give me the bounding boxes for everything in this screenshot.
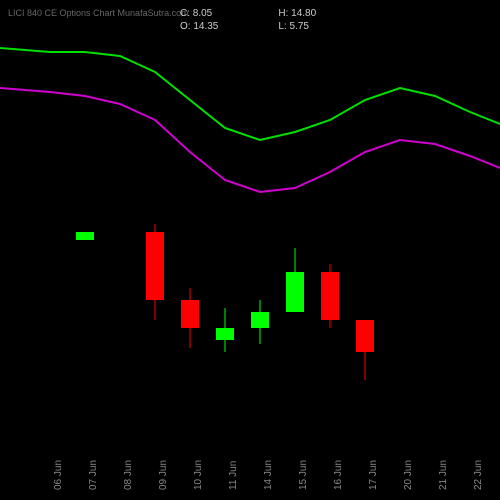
ohlc-open: O: 14.35 xyxy=(180,21,218,32)
x-tick-label: 15 Jun xyxy=(298,460,309,490)
x-tick-label: 21 Jun xyxy=(438,460,449,490)
x-tick-label: 11 Jun xyxy=(228,461,239,490)
x-tick-label: 09 Jun xyxy=(158,460,169,490)
x-tick-label: 14 Jun xyxy=(263,460,274,490)
ohlc-low: L: 5.75 xyxy=(278,21,316,32)
x-tick-label: 08 Jun xyxy=(123,460,134,490)
x-tick-label: 06 Jun xyxy=(53,460,64,490)
ohlc-high: H: 14.80 xyxy=(278,8,316,19)
chart-title: LICI 840 CE Options Chart MunafaSutra.co… xyxy=(8,8,189,18)
x-axis: 06 Jun 07 Jun 08 Jun 09 Jun 10 Jun 11 Jun 14 J… xyxy=(0,445,500,500)
x-tick-label: 20 Jun xyxy=(403,460,414,490)
x-tick-label: 22 Jun xyxy=(473,460,484,490)
x-tick-label: 16 Jun xyxy=(333,460,344,490)
x-tick-label: 17 Jun xyxy=(368,460,379,490)
x-tick-label: 10 Jun xyxy=(193,460,204,490)
ohlc-close: C: 8.05 xyxy=(180,8,218,19)
chart-canvas xyxy=(0,40,500,440)
x-tick-label: 07 Jun xyxy=(88,460,99,490)
ohlc-panel: C: 8.05 H: 14.80 O: 14.35 L: 5.75 xyxy=(180,8,316,32)
